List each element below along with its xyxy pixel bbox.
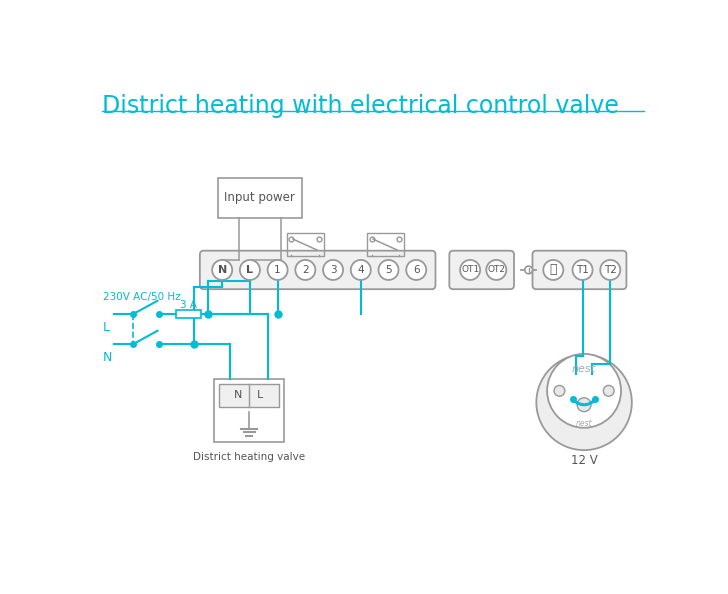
- Text: 230V AC/50 Hz: 230V AC/50 Hz: [103, 292, 181, 302]
- Circle shape: [486, 260, 506, 280]
- Text: 5: 5: [385, 265, 392, 275]
- Text: District heating with electrical control valve: District heating with electrical control…: [102, 94, 619, 118]
- Circle shape: [268, 260, 288, 280]
- Circle shape: [554, 386, 565, 396]
- Circle shape: [525, 266, 532, 274]
- FancyBboxPatch shape: [449, 251, 514, 289]
- Circle shape: [296, 260, 315, 280]
- Bar: [219, 384, 279, 407]
- FancyBboxPatch shape: [532, 251, 626, 289]
- Bar: [367, 233, 404, 256]
- Text: OT1: OT1: [461, 266, 479, 274]
- Circle shape: [460, 260, 480, 280]
- Text: L: L: [257, 390, 263, 400]
- Text: N: N: [218, 265, 227, 275]
- Text: ⏚: ⏚: [550, 264, 557, 276]
- Text: L: L: [246, 265, 253, 275]
- Text: 4: 4: [357, 265, 364, 275]
- Text: nest: nest: [572, 364, 596, 374]
- Text: OT2: OT2: [487, 266, 505, 274]
- Circle shape: [547, 354, 621, 428]
- Circle shape: [323, 260, 343, 280]
- Circle shape: [601, 260, 620, 280]
- Bar: [218, 178, 302, 217]
- Text: Input power: Input power: [224, 191, 296, 204]
- Text: 3 A: 3 A: [180, 301, 197, 310]
- Bar: [176, 310, 201, 318]
- Text: T2: T2: [604, 265, 617, 275]
- Circle shape: [537, 355, 632, 450]
- Text: 1: 1: [274, 265, 281, 275]
- Circle shape: [240, 260, 260, 280]
- Bar: [287, 233, 324, 256]
- Circle shape: [572, 260, 593, 280]
- Text: N: N: [234, 390, 242, 400]
- Text: 3: 3: [330, 265, 336, 275]
- Text: T1: T1: [576, 265, 589, 275]
- Text: N: N: [103, 351, 112, 364]
- Circle shape: [406, 260, 426, 280]
- Circle shape: [212, 260, 232, 280]
- Circle shape: [351, 260, 371, 280]
- Circle shape: [577, 398, 591, 412]
- Circle shape: [543, 260, 563, 280]
- Text: 2: 2: [302, 265, 309, 275]
- Text: nest: nest: [576, 419, 593, 428]
- FancyBboxPatch shape: [200, 251, 435, 289]
- Text: L: L: [103, 321, 110, 334]
- Circle shape: [604, 386, 614, 396]
- Bar: [215, 380, 284, 443]
- Text: District heating valve: District heating valve: [193, 453, 305, 463]
- Circle shape: [379, 260, 398, 280]
- Text: 12 V: 12 V: [571, 454, 598, 467]
- Text: 6: 6: [413, 265, 419, 275]
